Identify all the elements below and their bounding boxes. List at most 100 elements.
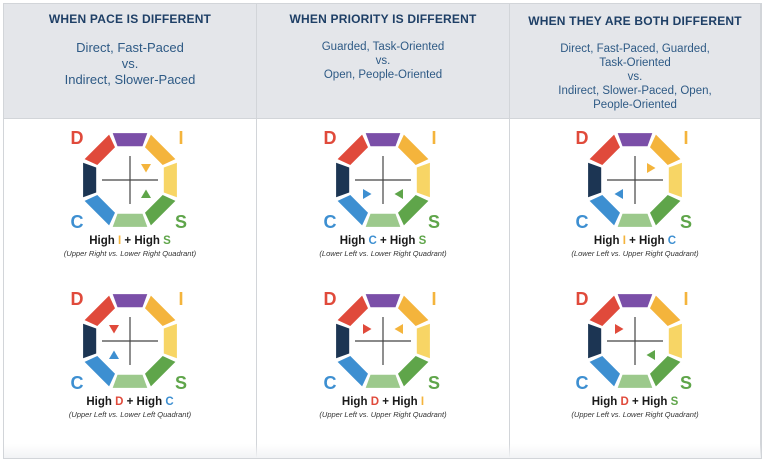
wheel-lower-right-segment <box>650 356 681 387</box>
wheel-upper-left-segment <box>84 295 115 326</box>
wheel-right-segment <box>416 162 430 198</box>
caption-connector: + High <box>124 235 160 247</box>
caption-high-word: High <box>339 235 366 247</box>
caption-second-style-letter: C <box>165 396 174 408</box>
arrow-c-icon <box>109 350 119 359</box>
quadrant-note: (Upper Left vs. Lower Left Quadrant) <box>68 410 192 419</box>
caption-second-style-letter: C <box>667 235 677 247</box>
arrow-s-icon <box>141 189 151 198</box>
caption-second-style-letter: S <box>670 396 679 408</box>
wheel-lower-right-segment <box>145 195 176 226</box>
comparison-case: D I C S High C + High S (Lower Left vs. Lower… <box>257 128 509 258</box>
caption-high-word: High <box>89 235 115 247</box>
disc-wheel-diagram: D I C S <box>324 128 441 232</box>
description-line: People-Oriented <box>593 99 677 111</box>
caption-high-word: High <box>593 235 620 247</box>
disc-letter-d: D <box>71 128 84 148</box>
caption-first-style-letter: C <box>368 235 377 247</box>
caption-first-style-letter: I <box>118 235 122 247</box>
caption-connector: + High <box>379 235 416 247</box>
disc-letter-d: D <box>576 289 589 309</box>
caption-second-style-letter: S <box>163 235 171 247</box>
caption-first-style-letter: D <box>620 396 629 408</box>
description-line: vs. <box>375 55 391 67</box>
disc-wheel-diagram: D I C S <box>576 289 693 393</box>
caption-first-style-letter: D <box>115 396 124 408</box>
quadrant-note: (Lower Left vs. Upper Right Quadrant) <box>571 249 699 258</box>
wheel-upper-left-segment <box>337 134 368 165</box>
wheel-left-segment <box>336 162 350 198</box>
arrow-d-icon <box>615 324 624 334</box>
wheel-upper-left-segment <box>84 134 115 165</box>
disc-wheel-diagram: D I C S <box>324 289 441 393</box>
arrow-s-icon <box>646 350 655 360</box>
wheel-left-segment <box>336 323 350 359</box>
caption-high-word: High <box>591 396 618 408</box>
wheel-top-segment <box>365 294 401 308</box>
arrow-i-icon <box>141 164 151 173</box>
wheel-top-segment <box>112 294 148 308</box>
wheel-lower-right-segment <box>145 356 176 387</box>
arrow-i-icon <box>647 163 656 173</box>
description-line: vs. <box>627 71 643 83</box>
wheel-upper-left-segment <box>589 134 620 165</box>
disc-letter-c: C <box>71 373 84 393</box>
description-line: Open, People-Oriented <box>323 69 443 81</box>
wheel-upper-right-segment <box>398 295 429 326</box>
wheel-right-segment <box>668 323 682 359</box>
comparison-case: D I C S High D + High I (Upper Left vs. Upper… <box>257 289 509 419</box>
column-header: WHEN PACE IS DIFFERENT Direct, Fast-Paced… <box>4 4 256 119</box>
description-line: Indirect, Slower-Paced <box>64 72 196 87</box>
wheel-left-segment <box>588 162 602 198</box>
wheel-upper-right-segment <box>650 295 681 326</box>
wheel-lower-left-segment <box>84 356 115 387</box>
caption-connector: + High <box>631 396 668 408</box>
disc-letter-i: I <box>683 128 688 148</box>
case-caption: High D + High C <box>4 396 256 408</box>
wheel-upper-right-segment <box>145 134 176 165</box>
wheel-left-segment <box>83 323 97 359</box>
disc-letter-i: I <box>178 289 183 309</box>
arrow-s-icon <box>394 189 403 199</box>
wheel-right-segment <box>668 162 682 198</box>
disc-letter-i: I <box>178 128 183 148</box>
wheel-top-segment <box>365 133 401 147</box>
wheel-right-segment <box>163 323 177 359</box>
caption-first-style-letter: D <box>370 396 379 408</box>
comparison-case: D I C S High D + High S (Upper Left vs. Lower… <box>510 289 760 419</box>
wheel-lower-right-segment <box>398 195 429 226</box>
description-line: Indirect, Slower-Paced, Open, <box>558 85 712 97</box>
column-heading: WHEN PACE IS DIFFERENT <box>48 12 212 26</box>
case-caption: High D + High S <box>510 396 760 408</box>
description-line: vs. <box>121 56 139 71</box>
disc-letter-i: I <box>683 289 688 309</box>
column-description: Direct, Fast-Paced vs. Indirect, Slower-Pa… <box>4 40 256 88</box>
disc-letter-s: S <box>428 373 440 393</box>
disc-letter-i: I <box>431 289 436 309</box>
column-3: WHEN THEY ARE BOTH DIFFERENT Direct, Fast… <box>510 4 761 458</box>
caption-connector: + High <box>629 235 665 247</box>
wheel-upper-left-segment <box>589 295 620 326</box>
case-caption: High I + High C <box>510 235 760 247</box>
quadrant-note: (Upper Right vs. Lower Right Quadrant) <box>63 249 197 258</box>
disc-letter-c: C <box>324 373 337 393</box>
column-heading: WHEN PRIORITY IS DIFFERENT <box>289 12 477 26</box>
disc-wheel-diagram: D I C S <box>71 128 188 232</box>
disc-wheel-diagram: D I C S <box>71 289 188 393</box>
column-description: Direct, Fast-Paced, Guarded, Task-Oriente… <box>510 42 760 112</box>
wheel-right-segment <box>416 323 430 359</box>
wheel-lower-left-segment <box>337 195 368 226</box>
comparison-case: D I C S High I + High C (Lower Left vs. Upper… <box>510 128 760 258</box>
comparison-case: D I C S High D + High C (Upper Left vs. Lower… <box>4 289 256 419</box>
case-caption: High I + High S <box>4 235 256 247</box>
arrow-i-icon <box>394 324 403 334</box>
disc-letter-c: C <box>324 212 337 232</box>
caption-first-style-letter: I <box>622 235 626 247</box>
wheel-lower-right-segment <box>650 195 681 226</box>
wheel-right-segment <box>163 162 177 198</box>
column-heading: WHEN THEY ARE BOTH DIFFERENT <box>528 14 742 28</box>
arrow-c-icon <box>363 189 372 199</box>
column-2: WHEN PRIORITY IS DIFFERENT Guarded, Task-… <box>257 4 510 458</box>
comparison-case: D I C S High I + High S (Upper Right vs. Lowe… <box>4 128 256 258</box>
disc-letter-i: I <box>431 128 436 148</box>
